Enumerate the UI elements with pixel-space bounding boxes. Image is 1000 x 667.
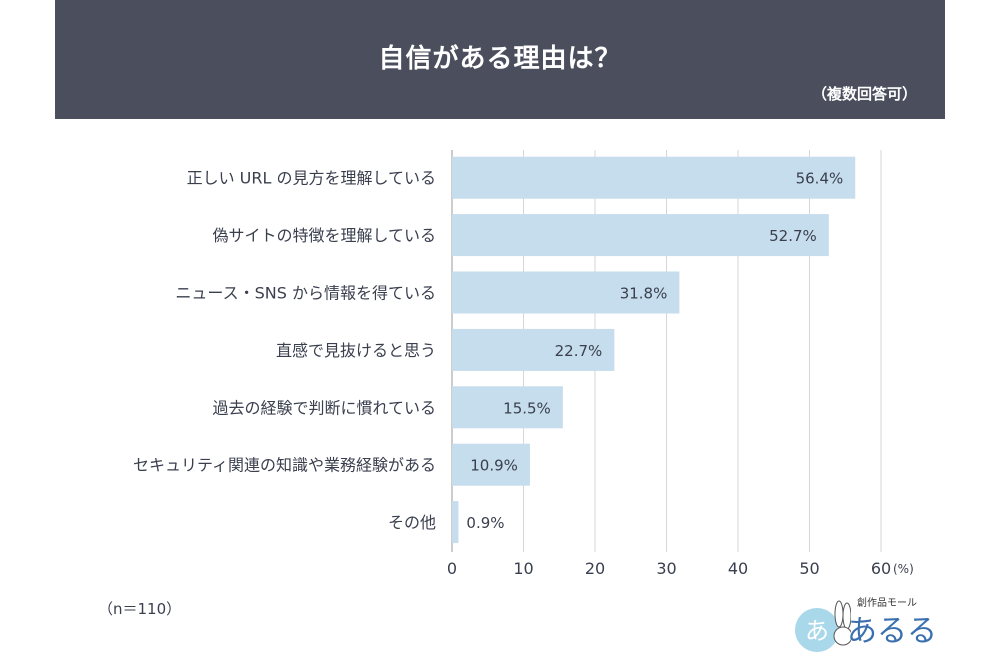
x-tick-label: 10 (513, 559, 533, 578)
bar (452, 271, 680, 314)
x-tick-label: 40 (728, 559, 748, 578)
category-label: 直感で見抜けると思う (276, 341, 436, 360)
logo-name: あるる (847, 614, 937, 649)
data-label: 15.5% (503, 399, 551, 417)
data-label: 52.7% (769, 227, 817, 245)
rabbit-logo-icon: あ (795, 600, 853, 652)
brand-logo: あ 創作品モール あるる (795, 592, 937, 656)
category-label: 偽サイトの特徴を理解している (212, 226, 436, 245)
bar (452, 501, 459, 544)
category-label: 正しい URL の見方を理解している (187, 169, 436, 188)
x-tick-label: 50 (799, 559, 819, 578)
bar (452, 386, 563, 429)
category-label: ニュース・SNS から情報を得ている (175, 284, 436, 303)
data-label: 10.9% (470, 457, 518, 475)
svg-text:あ: あ (805, 617, 829, 645)
x-tick-label: 20 (585, 559, 605, 578)
data-label: 22.7% (555, 342, 603, 360)
logo-tagline: 創作品モール (857, 598, 917, 609)
chart-subtitle: （複数回答可） (811, 85, 917, 103)
chart-title: 自信がある理由は？ (378, 44, 622, 74)
data-label: 56.4% (796, 170, 844, 188)
data-label: 31.8% (620, 285, 668, 303)
x-tick-label: 60 (871, 559, 891, 578)
category-label: 過去の経験で判断に慣れている (212, 398, 436, 417)
bar (452, 443, 530, 486)
data-label: 0.9% (466, 514, 504, 532)
bar (452, 214, 829, 257)
x-tick-label: 0 (447, 559, 457, 578)
category-label: その他 (388, 513, 436, 532)
category-label: セキュリティ関連の知識や業務経験がある (133, 456, 436, 475)
x-axis-unit-label: (%) (893, 562, 914, 576)
bar (452, 328, 615, 371)
x-tick-label: 30 (656, 559, 676, 578)
chart-header: 自信がある理由は？ （複数回答可） (55, 0, 945, 119)
sample-size-note: （n＝110） (98, 600, 182, 618)
bar (452, 156, 856, 199)
